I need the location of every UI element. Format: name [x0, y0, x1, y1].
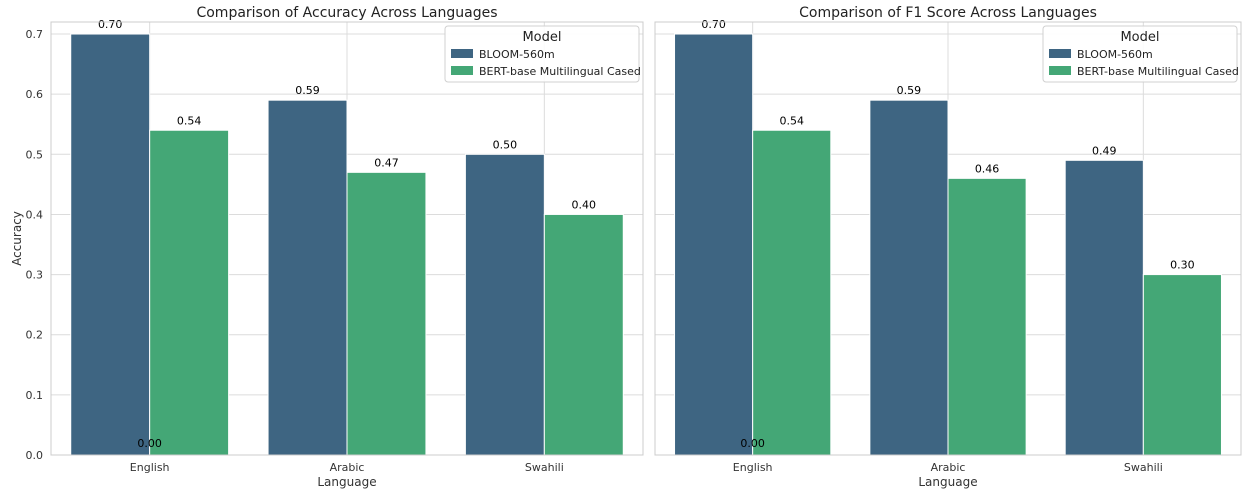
data-label: 0.70 [98, 18, 123, 31]
y-tick-label: 0.7 [26, 28, 44, 41]
plot-frame [50, 21, 644, 456]
legend-swatch [1049, 49, 1071, 58]
x-tick-label: English [130, 461, 170, 474]
y-tick-label: 0.4 [26, 208, 44, 221]
chart-title: Comparison of F1 Score Across Languages [799, 5, 1097, 21]
y-axis-label: Accuracy [10, 211, 24, 266]
data-label: 0.59 [295, 84, 320, 97]
x-tick-label: Swahili [525, 461, 564, 474]
legend-swatch [451, 66, 473, 75]
bar-bert-base-multilingual-cased [346, 171, 427, 456]
bar-bert-base-multilingual-cased [752, 129, 832, 456]
data-label: 0.54 [779, 114, 804, 127]
y-tick-label: 0.1 [26, 389, 44, 402]
legend-title: Model [522, 30, 561, 45]
y-tick-label: 0.5 [26, 148, 44, 161]
legend-swatch [451, 49, 473, 58]
chart-title: Comparison of Accuracy Across Languages [196, 5, 497, 21]
data-label: 0.50 [493, 138, 518, 151]
bar-bert-base-multilingual-cased [1142, 274, 1222, 456]
x-axis-label: Language [918, 475, 977, 489]
data-label-zero: 0.00 [740, 437, 765, 450]
bar-bert-base-multilingual-cased [149, 129, 230, 456]
data-label: 0.59 [897, 84, 922, 97]
data-label: 0.30 [1170, 259, 1195, 272]
x-tick-label: English [733, 461, 773, 474]
data-label: 0.47 [374, 156, 399, 169]
y-tick-label: 0.0 [26, 449, 44, 462]
x-axis-label: Language [317, 475, 376, 489]
bar-bloom-560m [869, 99, 949, 456]
legend: Model BLOOM-560m BERT-base Multilingual Ca… [1042, 25, 1239, 83]
y-tick-label: 0.2 [26, 329, 44, 342]
x-tick-label: Swahili [1124, 461, 1163, 474]
data-label-zero: 0.00 [137, 437, 162, 450]
legend-title: Model [1120, 30, 1159, 45]
bar-bloom-560m [1064, 159, 1144, 456]
legend-swatch [1049, 66, 1071, 75]
bar-bloom-560m [464, 153, 545, 456]
legend-box [444, 25, 640, 83]
legend-label: BERT-base Multilingual Cased [1077, 65, 1239, 78]
data-label: 0.54 [177, 114, 202, 127]
bar-bloom-560m [70, 33, 151, 456]
data-label: 0.40 [572, 198, 597, 211]
y-tick-label: 0.3 [26, 269, 44, 282]
legend-label: BLOOM-560m [1077, 48, 1153, 61]
y-tick-label: 0.6 [26, 88, 44, 101]
legend: Model BLOOM-560m BERT-base Multilingual Ca… [444, 25, 641, 83]
legend-box [1042, 25, 1238, 83]
data-label: 0.46 [975, 162, 1000, 175]
plot-frame [654, 21, 1242, 456]
chart-panel-1: 0.0 0.1 0.2 0.3 0.4 0.5 0.6 0.7 0.70 0.59 0.50 0.54… [10, 5, 644, 489]
bar-bloom-560m [674, 33, 754, 456]
x-tick-label: Arabic [330, 461, 365, 474]
data-label: 0.70 [701, 18, 726, 31]
legend-label: BLOOM-560m [479, 48, 555, 61]
data-label: 0.49 [1092, 144, 1117, 157]
bar-bert-base-multilingual-cased [947, 177, 1027, 456]
legend-label: BERT-base Multilingual Cased [479, 65, 641, 78]
bar-bert-base-multilingual-cased [543, 213, 624, 456]
x-tick-label: Arabic [931, 461, 966, 474]
bar-bloom-560m [267, 99, 348, 456]
chart-panel-2: 0.70 0.59 0.49 0.54 0.46 0.30 0.00 English Arabi… [654, 5, 1242, 489]
